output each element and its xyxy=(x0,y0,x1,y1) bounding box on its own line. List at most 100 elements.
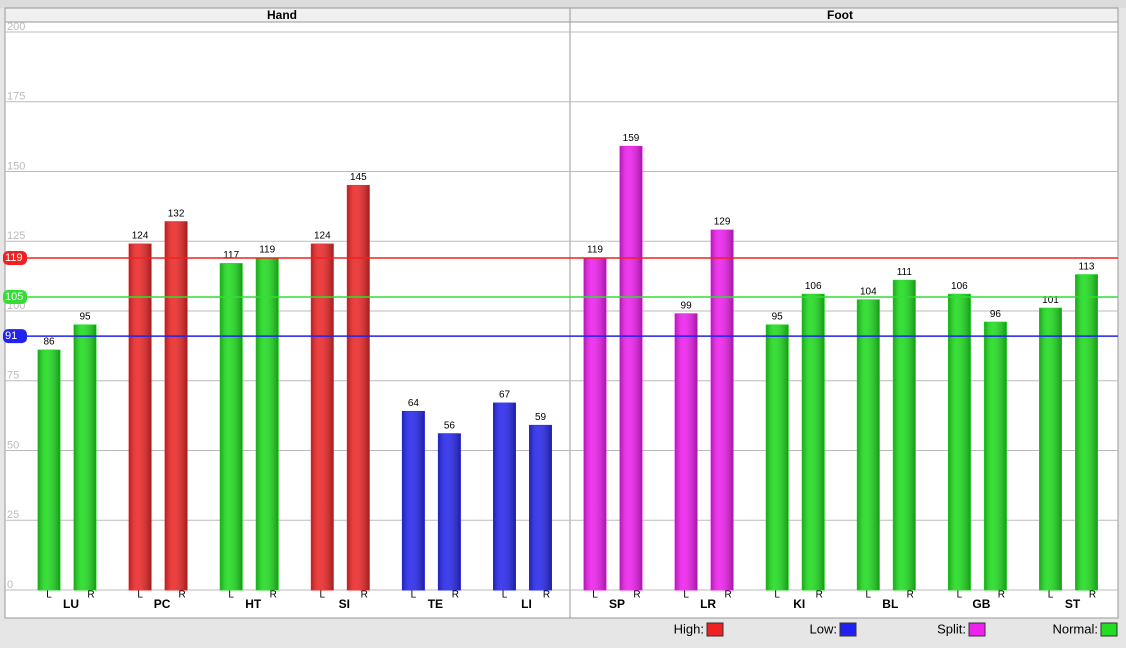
value-label: 104 xyxy=(860,286,877,297)
header-row xyxy=(4,7,1119,23)
x-tick-label: TE xyxy=(428,597,443,611)
bar-side-label: R xyxy=(270,590,277,601)
x-tick-label: ST xyxy=(1065,597,1081,611)
bar-shade xyxy=(529,425,552,590)
value-label: 64 xyxy=(408,398,420,409)
bar-side-label: L xyxy=(774,590,780,601)
bar-side-label: L xyxy=(46,590,52,601)
bar-shade xyxy=(1039,308,1062,590)
x-tick-label: GB xyxy=(972,597,990,611)
bar-side-label: L xyxy=(502,590,508,601)
bar-shade xyxy=(675,313,698,590)
legend-label: Split: xyxy=(937,621,966,636)
x-tick-label: SP xyxy=(609,597,625,611)
bar-side-label: L xyxy=(592,590,598,601)
legend-swatch xyxy=(1100,622,1118,637)
bar-side-label: L xyxy=(411,590,417,601)
value-label: 159 xyxy=(623,133,640,144)
bar-shade xyxy=(38,350,60,590)
value-label: 99 xyxy=(681,300,693,311)
bar-side-label: L xyxy=(320,590,326,601)
x-tick-label: SI xyxy=(339,597,350,611)
legend-swatch xyxy=(968,622,986,637)
bar-side-label: R xyxy=(816,590,823,601)
bar-side-label: R xyxy=(361,590,368,601)
bar-shade xyxy=(165,221,188,590)
value-label: 96 xyxy=(990,309,1002,320)
bar-shade xyxy=(311,244,334,591)
value-label: 106 xyxy=(951,281,968,292)
bar-shade xyxy=(893,280,916,590)
bar-shade xyxy=(766,324,789,590)
reference-label: 119 xyxy=(5,252,23,264)
bar-shade xyxy=(584,257,606,590)
value-label: 95 xyxy=(79,312,91,323)
x-tick-label: LR xyxy=(700,597,716,611)
bar-shade xyxy=(402,411,425,590)
panel-title: Foot xyxy=(827,8,853,22)
bar-side-label: L xyxy=(228,590,234,601)
value-label: 111 xyxy=(897,267,913,278)
bar-side-label: R xyxy=(543,590,550,601)
bar-side-label: L xyxy=(1048,590,1054,601)
y-tick-label: 50 xyxy=(7,439,19,451)
reference-label: 91 xyxy=(5,330,17,342)
value-label: 117 xyxy=(223,250,239,261)
bar-shade xyxy=(857,299,880,590)
bar-shade xyxy=(129,244,152,591)
value-label: 124 xyxy=(314,231,331,242)
plot-frame xyxy=(4,7,1119,619)
legend-label: Normal: xyxy=(1052,621,1098,636)
legend-label: Low: xyxy=(810,621,837,636)
value-label: 119 xyxy=(259,245,275,256)
value-label: 106 xyxy=(805,281,822,292)
bar-side-label: R xyxy=(87,590,94,601)
x-tick-label: LU xyxy=(63,597,79,611)
bar-shade xyxy=(984,322,1007,590)
bar-shade xyxy=(220,263,243,590)
value-label: 124 xyxy=(132,231,149,242)
bar-side-label: R xyxy=(633,590,640,601)
reference-badge xyxy=(3,329,27,344)
legend-label: High: xyxy=(674,621,704,636)
y-tick-label: 175 xyxy=(7,91,25,103)
panel-title: Hand xyxy=(267,8,297,22)
x-tick-label: KI xyxy=(793,597,805,611)
value-label: 101 xyxy=(1042,295,1059,306)
value-label: 59 xyxy=(535,412,547,423)
value-label: 132 xyxy=(168,208,185,219)
bar-shade xyxy=(256,257,279,590)
value-label: 86 xyxy=(43,337,55,348)
x-tick-label: BL xyxy=(882,597,898,611)
bar-side-label: R xyxy=(907,590,914,601)
bar-side-label: R xyxy=(998,590,1005,601)
bar-side-label: L xyxy=(957,590,963,601)
bar-shade xyxy=(802,294,825,590)
bar-side-label: R xyxy=(178,590,185,601)
reference-badge xyxy=(3,250,27,265)
bar-side-label: R xyxy=(1089,590,1096,601)
bar-shade xyxy=(620,146,642,590)
bar-shade xyxy=(948,294,971,590)
bar-side-label: L xyxy=(866,590,872,601)
y-tick-label: 0 xyxy=(7,579,13,591)
y-tick-label: 25 xyxy=(7,509,19,521)
title-strip xyxy=(0,0,1126,8)
bar-side-label: L xyxy=(137,590,143,601)
value-label: 113 xyxy=(1079,261,1095,272)
bar-shade xyxy=(1075,274,1098,590)
bar-side-label: L xyxy=(683,590,689,601)
x-tick-label: PC xyxy=(154,597,171,611)
reference-badge xyxy=(3,290,27,305)
bar-shade xyxy=(347,185,370,590)
bar-side-label: R xyxy=(452,590,459,601)
y-tick-label: 150 xyxy=(7,160,25,172)
bar-shade xyxy=(74,324,96,590)
y-tick-label: 75 xyxy=(7,370,19,382)
y-tick-label: 200 xyxy=(7,21,25,33)
bar-side-label: R xyxy=(724,590,731,601)
value-label: 145 xyxy=(350,172,367,183)
value-label: 119 xyxy=(587,245,603,256)
legend-swatch xyxy=(839,622,857,637)
